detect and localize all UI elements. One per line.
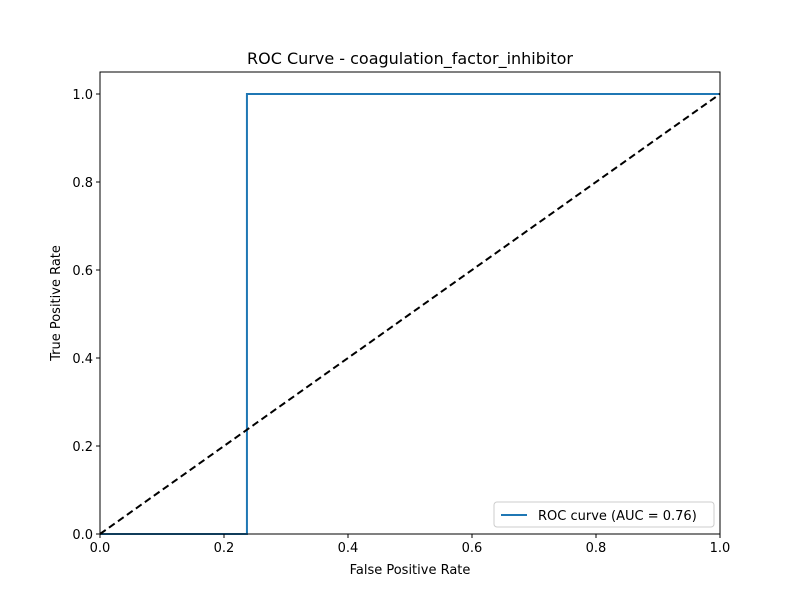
legend-box [493, 501, 715, 528]
x-tick-label: 1.0 [710, 541, 731, 556]
y-tick-label: 0.0 [72, 528, 93, 543]
x-tick-label: 0.8 [586, 541, 607, 556]
chart-title: ROC Curve - coagulation_factor_inhibitor [247, 49, 573, 69]
y-tick-label: 1.0 [72, 88, 93, 103]
legend-label: ROC curve (AUC = 0.76) [538, 509, 697, 524]
y-tick-label: 0.8 [72, 176, 93, 191]
plot-area: 0.0 0.2 0.4 0.6 0.8 1.0 0.0 0.2 0.4 0.6 0.8 1.0 [72, 71, 731, 556]
chance-diagonal-line [99, 93, 721, 535]
y-tick-label: 0.4 [72, 352, 93, 367]
y-tick-label: 0.2 [72, 440, 93, 455]
x-tick-label: 0.2 [214, 541, 235, 556]
legend: ROC curve (AUC = 0.76) [493, 501, 715, 528]
x-axis-label: False Positive Rate [350, 563, 471, 578]
x-tick-label: 0.4 [338, 541, 359, 556]
axes-frame [99, 71, 721, 535]
x-tick-label: 0.6 [462, 541, 483, 556]
y-axis-label: True Positive Rate [49, 245, 64, 362]
x-tick-label: 0.0 [90, 541, 111, 556]
y-tick-label: 0.6 [72, 264, 93, 279]
